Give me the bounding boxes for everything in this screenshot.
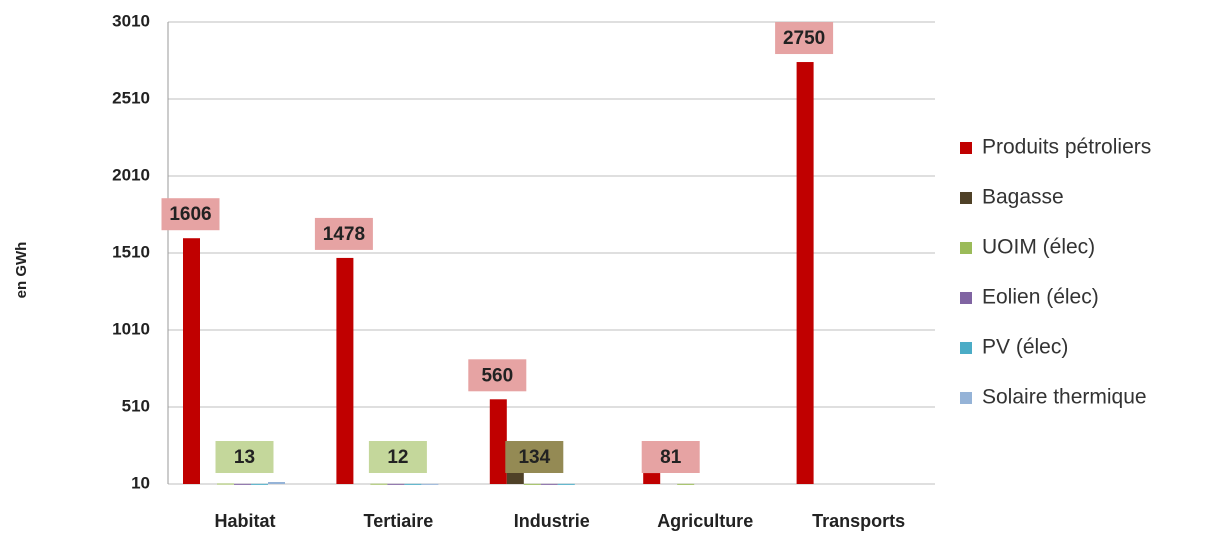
- bar: [234, 483, 251, 485]
- bar: [404, 483, 422, 485]
- bar: [421, 483, 439, 485]
- x-tick-label: Transports: [812, 511, 905, 531]
- y-tick-label: 2010: [112, 165, 150, 184]
- data-label: 2750: [783, 28, 825, 49]
- data-label-box: [641, 441, 700, 473]
- data-label: 81: [660, 447, 682, 468]
- data-label-box: [468, 359, 527, 392]
- bar: [796, 62, 814, 484]
- legend-label: UOIM (élec): [982, 236, 1095, 259]
- bar: [387, 483, 405, 485]
- y-tick-label: 10: [131, 473, 150, 492]
- legend-swatch: [960, 292, 972, 304]
- data-label-box: [161, 198, 220, 231]
- bar: [489, 399, 507, 484]
- bar: [370, 483, 388, 485]
- x-tick-label: Agriculture: [657, 511, 753, 531]
- data-label-box: [368, 441, 427, 473]
- bar: [251, 483, 268, 485]
- data-label: 1478: [323, 224, 365, 245]
- bar: [643, 473, 661, 484]
- legend-swatch: [960, 192, 972, 204]
- data-label: 13: [234, 447, 255, 468]
- data-label: 1606: [169, 204, 211, 225]
- y-tick-label: 1510: [112, 242, 150, 261]
- y-tick-label: 1010: [112, 319, 150, 338]
- x-tick-label: Industrie: [514, 511, 590, 531]
- y-axis-label: en GWh: [13, 242, 30, 299]
- bar: [336, 257, 354, 484]
- bar: [268, 481, 285, 484]
- data-label-box: [314, 217, 373, 250]
- legend-swatch: [960, 142, 972, 154]
- legend-label: PV (élec): [982, 336, 1068, 359]
- legend-swatch: [960, 392, 972, 404]
- y-tick-label: 510: [122, 396, 150, 415]
- data-label-box: [215, 441, 274, 473]
- x-tick-label: Habitat: [214, 511, 275, 531]
- y-tick-label: 3010: [112, 11, 150, 30]
- bar: [523, 483, 541, 485]
- legend-label: Bagasse: [982, 186, 1064, 209]
- bar: [217, 483, 234, 485]
- legend-swatch: [960, 242, 972, 254]
- data-label: 560: [481, 365, 513, 386]
- bar: [183, 238, 200, 484]
- legend-swatch: [960, 342, 972, 354]
- legend-label: Solaire thermique: [982, 386, 1147, 409]
- data-label-box: [505, 441, 564, 473]
- y-tick-label: 2510: [112, 88, 150, 107]
- bar: [540, 483, 558, 485]
- data-label: 134: [518, 447, 550, 468]
- data-label-box: [775, 22, 834, 55]
- bar: [557, 483, 575, 485]
- legend-label: Eolien (élec): [982, 286, 1099, 309]
- x-tick-label: Tertiaire: [364, 511, 434, 531]
- bar: [677, 483, 695, 485]
- data-label: 12: [387, 447, 408, 468]
- legend-label: Produits pétroliers: [982, 136, 1151, 159]
